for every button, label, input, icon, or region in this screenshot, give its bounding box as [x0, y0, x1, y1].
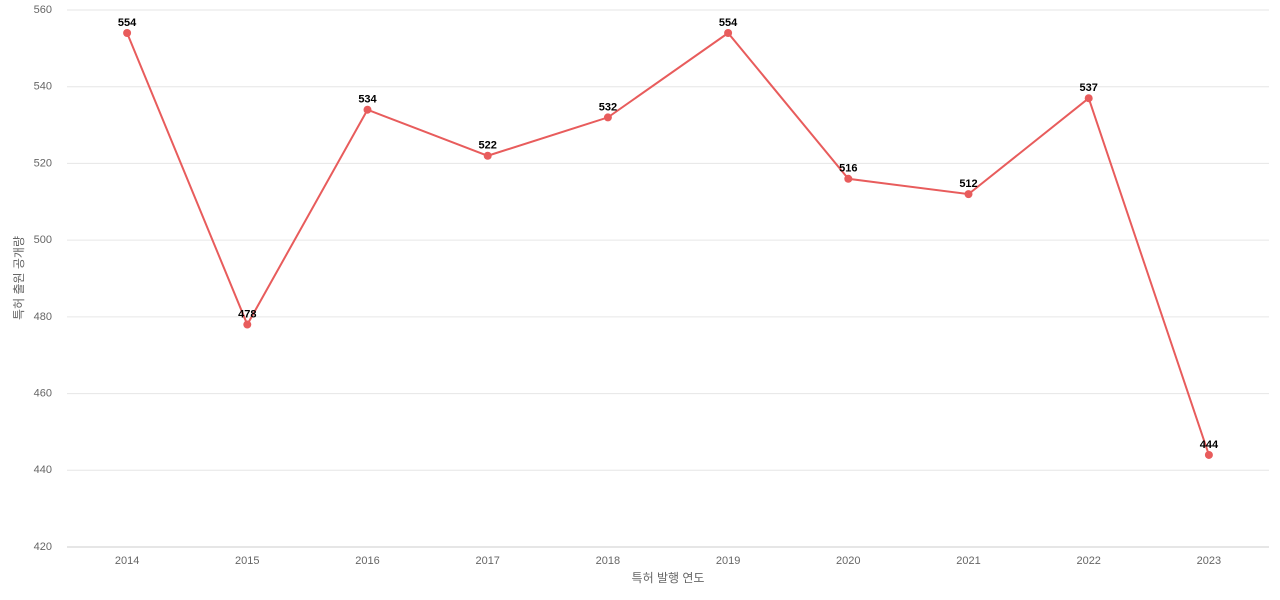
- y-tick-label: 520: [34, 157, 52, 169]
- point: [363, 105, 372, 114]
- x-tick-label: 2019: [716, 555, 740, 567]
- y-tick-label: 440: [34, 464, 52, 476]
- x-tick-label: 2023: [1197, 555, 1221, 567]
- value-label: 554: [118, 17, 137, 29]
- x-axis-label: 특허 발행 연도: [632, 570, 705, 585]
- value-label: 534: [358, 94, 377, 106]
- value-label: 522: [479, 140, 497, 152]
- point: [603, 113, 612, 122]
- y-tick-label: 480: [34, 311, 52, 323]
- y-axis-label: 특허 출원 공개량: [12, 236, 26, 320]
- value-label: 516: [839, 163, 857, 175]
- y-tick-label: 420: [34, 541, 52, 553]
- x-tick-label: 2014: [115, 555, 139, 567]
- y-tick-label: 540: [34, 81, 52, 93]
- x-tick-label: 2015: [235, 555, 259, 567]
- value-label: 554: [719, 17, 738, 29]
- point: [844, 174, 853, 183]
- point: [1204, 450, 1213, 459]
- point: [1084, 94, 1093, 103]
- point: [123, 29, 132, 38]
- y-tick-label: 500: [34, 234, 52, 246]
- point: [483, 151, 492, 160]
- x-tick-label: 2016: [355, 555, 379, 567]
- y-tick-label: 560: [34, 4, 52, 16]
- x-tick-label: 2017: [475, 555, 499, 567]
- point: [724, 29, 733, 38]
- y-tick-label: 460: [34, 387, 52, 399]
- value-label: 478: [238, 308, 256, 320]
- value-label: 512: [959, 178, 977, 190]
- value-label: 532: [599, 101, 617, 113]
- point: [243, 320, 252, 329]
- x-tick-label: 2021: [956, 555, 980, 567]
- x-tick-label: 2022: [1076, 555, 1100, 567]
- line: [126, 31, 1210, 456]
- value-label: 537: [1080, 82, 1098, 94]
- value-label: 444: [1200, 439, 1219, 451]
- point: [964, 190, 973, 199]
- x-tick-label: 2018: [596, 555, 620, 567]
- x-tick-label: 2020: [836, 555, 860, 567]
